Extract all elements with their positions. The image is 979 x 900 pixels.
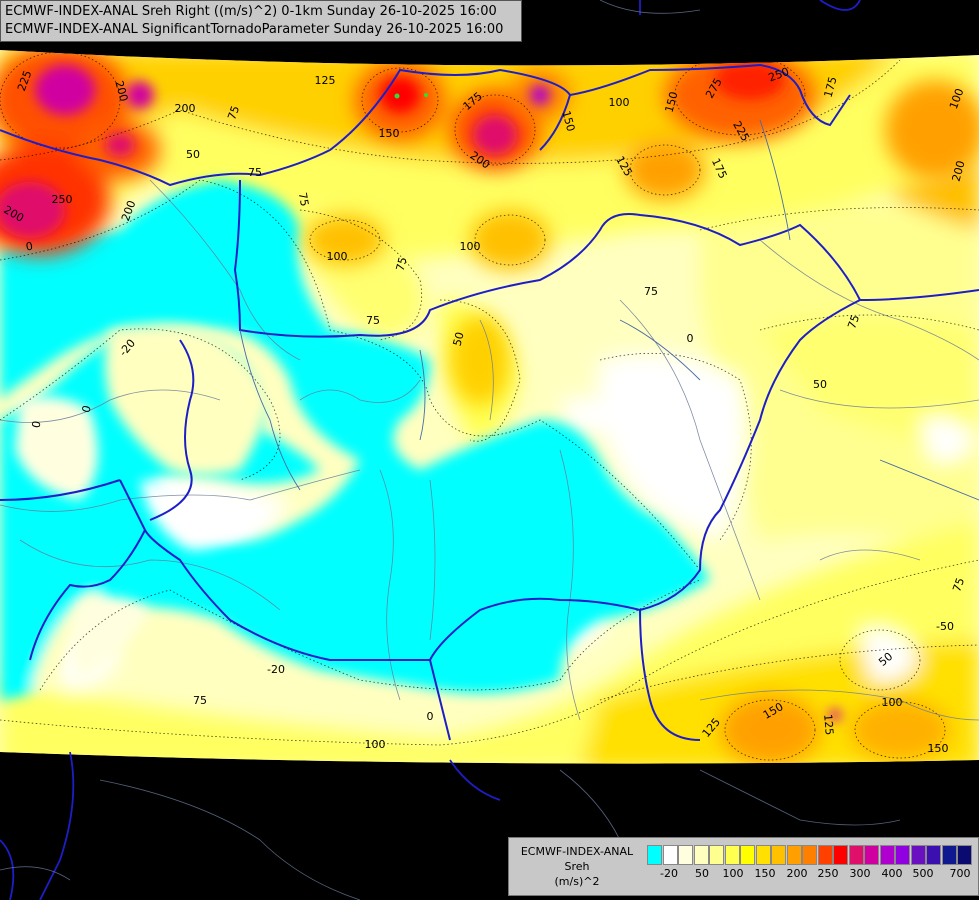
contour-label: 100: [882, 696, 903, 709]
legend-tick-label: 700: [949, 867, 971, 880]
legend-swatch: [647, 845, 662, 865]
legend-swatch: [724, 845, 740, 865]
legend-swatch: [740, 845, 755, 865]
contour-label: 0: [427, 710, 434, 723]
legend-swatch: [678, 845, 693, 865]
contour-label: 150: [559, 109, 577, 133]
legend-tick-label: -20: [660, 867, 678, 880]
contour-label: -50: [936, 620, 954, 633]
legend-swatch: [709, 845, 724, 865]
legend-tick-label: 500: [912, 867, 934, 880]
contour-label: 50: [813, 378, 827, 391]
contour-label: 200: [112, 79, 130, 103]
legend-tick-label: 150: [754, 867, 776, 880]
contour-label: 75: [644, 285, 658, 298]
legend-swatch: [786, 845, 802, 865]
contour-label: 100: [460, 240, 481, 253]
contour-label: 75: [845, 313, 862, 331]
legend-swatch: [771, 845, 786, 865]
legend-swatch: [755, 845, 771, 865]
legend-model: ECMWF-INDEX-ANAL: [520, 845, 634, 858]
contour-label: 50: [186, 148, 200, 161]
contour-label: 150: [663, 90, 681, 114]
contour-label: 150: [379, 127, 400, 140]
title-box: ECMWF-INDEX-ANAL Sreh Right ((m/s)^2) 0-…: [0, 0, 522, 42]
legend-parameter: Sreh: [564, 860, 590, 873]
legend-unit: (m/s)^2: [554, 875, 600, 888]
legend-swatch: [833, 845, 848, 865]
legend-tick-label: 300: [849, 867, 871, 880]
legend-tick-label: 400: [881, 867, 903, 880]
contour-label: 75: [248, 166, 262, 179]
contour-label: 125: [821, 714, 836, 736]
title-line-2: ECMWF-INDEX-ANAL SignificantTornadoParam…: [5, 22, 504, 37]
contour-label: 175: [822, 75, 840, 99]
contour-label: 0: [687, 332, 694, 345]
contour-label: 75: [394, 256, 410, 273]
contour-label: 75: [296, 191, 311, 207]
title-line-1: ECMWF-INDEX-ANAL Sreh Right ((m/s)^2) 0-…: [5, 4, 497, 19]
legend-swatch: [848, 845, 864, 865]
contour-label: 200: [175, 102, 196, 115]
legend-swatch: [926, 845, 941, 865]
legend-tick-label: 100: [722, 867, 744, 880]
contour-label: 0: [79, 404, 93, 414]
contour-label: 75: [366, 314, 380, 327]
legend-tick-label: 50: [695, 867, 709, 880]
legend-tick-label: 200: [786, 867, 808, 880]
contour-label: -20: [267, 663, 285, 676]
contour-label: 100: [327, 250, 348, 263]
contour-label: 150: [928, 742, 949, 755]
legend-swatch: [941, 845, 957, 865]
legend-swatch: [693, 845, 709, 865]
contour-label: 0: [25, 240, 34, 254]
legend-swatch: [802, 845, 817, 865]
sreh-field: [0, 50, 979, 764]
legend-swatch: [817, 845, 833, 865]
contour-label: 100: [365, 738, 386, 751]
contour-label: 50: [451, 331, 467, 348]
contour-label: 0: [30, 420, 44, 429]
legend-caption: ECMWF-INDEX-ANAL Sreh (m/s)^2: [511, 844, 643, 889]
legend-swatch: [662, 845, 678, 865]
contour-label: 125: [315, 74, 336, 87]
color-legend: ECMWF-INDEX-ANAL Sreh (m/s)^2 -20 50 100 15…: [508, 837, 979, 896]
contour-label: 75: [225, 104, 242, 122]
legend-swatch: [957, 845, 972, 865]
contour-label: 100: [609, 96, 630, 109]
legend-tick-label: 250: [817, 867, 839, 880]
legend-swatch: [879, 845, 895, 865]
legend-swatch: [895, 845, 910, 865]
contour-label: 250: [52, 193, 73, 206]
contour-label: 75: [193, 694, 207, 707]
legend-swatch: [910, 845, 926, 865]
legend-swatch: [864, 845, 879, 865]
contour-label: 75: [950, 576, 967, 594]
contour-label: 200: [950, 159, 968, 183]
